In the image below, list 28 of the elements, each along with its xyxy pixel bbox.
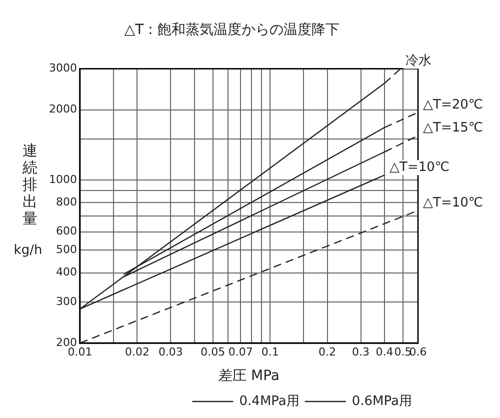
x-tick-label: 0.07 bbox=[228, 345, 253, 358]
chart-title: △T：飽和蒸気温度からの温度降下 bbox=[124, 22, 340, 38]
x-tick-label: 0.4 bbox=[376, 345, 394, 358]
x-tick-label: 0.5 bbox=[394, 345, 412, 358]
y-tick-label: 3000 bbox=[48, 62, 77, 75]
y-tick-label: 600 bbox=[56, 224, 77, 238]
legend-label: 0.6MPa用 bbox=[352, 394, 412, 409]
annotation: △T=10℃ bbox=[390, 160, 450, 175]
x-tick-label: 0.6 bbox=[409, 345, 427, 358]
y-tick-label: 500 bbox=[56, 243, 77, 256]
legend-label: 0.4MPa用 bbox=[239, 394, 300, 409]
y-tick-label: 2000 bbox=[48, 102, 77, 116]
y-tick-label: 800 bbox=[56, 195, 77, 208]
annotation: △T=20℃ bbox=[423, 97, 483, 112]
x-axis-title: 差圧 MPa bbox=[218, 368, 280, 384]
x-tick-label: 0.03 bbox=[158, 345, 183, 358]
x-tick-label: 0.1 bbox=[261, 345, 279, 358]
x-tick-label: 0.3 bbox=[352, 345, 370, 358]
annotation: 冷水 bbox=[405, 54, 432, 69]
annotation: △T=15℃ bbox=[423, 120, 483, 136]
annotation: △T=10℃ bbox=[423, 195, 483, 210]
x-tick-label: 0.02 bbox=[124, 345, 150, 358]
y-tick-label: 400 bbox=[56, 266, 77, 279]
y-tick-label: 1000 bbox=[48, 172, 77, 186]
x-tick-label: 0.05 bbox=[200, 345, 226, 358]
x-tick-label: 0.2 bbox=[318, 345, 336, 358]
y-tick-label: 300 bbox=[56, 294, 77, 308]
y-axis-title: 連続排出量 kg/h bbox=[14, 141, 42, 258]
